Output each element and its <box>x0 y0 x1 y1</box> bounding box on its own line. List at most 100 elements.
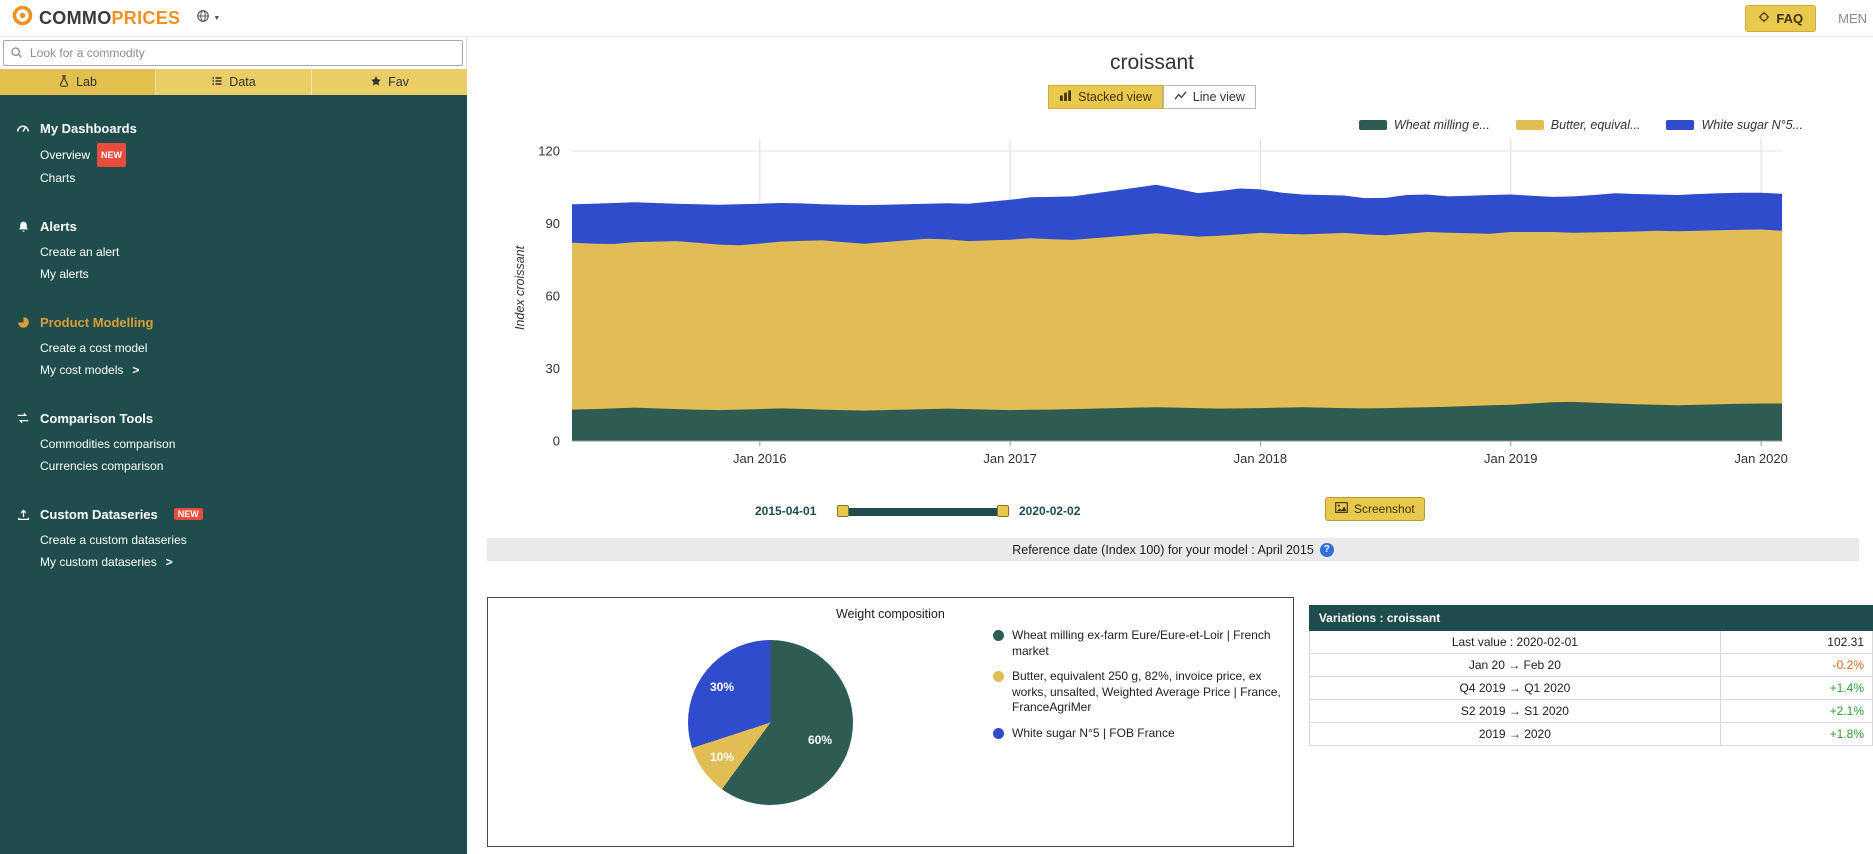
section-product-modelling: Product Modelling Create a cost model My… <box>0 311 467 381</box>
legend-label: White sugar N°5... <box>1701 118 1803 132</box>
stacked-area-chart: Wheat milling e... Butter, equival... Wh… <box>487 115 1817 492</box>
svg-text:0: 0 <box>553 434 560 449</box>
menu-link[interactable]: MEN <box>1838 10 1867 26</box>
svg-text:Jan 2019: Jan 2019 <box>1484 451 1538 466</box>
svg-text:Jan 2017: Jan 2017 <box>983 451 1037 466</box>
faq-button[interactable]: FAQ <box>1745 4 1817 32</box>
section-product-modelling-header[interactable]: Product Modelling <box>0 311 467 333</box>
bar-chart-icon <box>1059 90 1072 104</box>
commodity-search <box>0 37 467 69</box>
slider-track[interactable] <box>837 505 1009 517</box>
item-label: My cost models <box>40 363 124 377</box>
variation-label: S2 2019 → S1 2020 <box>1308 699 1721 723</box>
new-badge: NEW <box>173 508 203 520</box>
weight-pie-chart <box>688 640 853 805</box>
chart-legend: Wheat milling e... Butter, equival... Wh… <box>487 115 1817 135</box>
compare-arrows-icon <box>15 411 31 425</box>
slider-start-date: 2015-04-01 <box>755 504 817 518</box>
tab-lab[interactable]: Lab <box>0 69 156 95</box>
section-custom-dataseries: Custom Dataseries NEW Create a custom da… <box>0 503 467 573</box>
sidebar-item-charts[interactable]: Charts <box>0 167 467 189</box>
sidebar-item-overview[interactable]: Overview NEW <box>0 143 467 167</box>
sidebar-item-create-alert[interactable]: Create an alert <box>0 241 467 263</box>
variation-label: Jan 20 → Feb 20 <box>1308 653 1721 677</box>
legend-item-sugar[interactable]: White sugar N°5... <box>1666 118 1803 132</box>
bottom-panels: Weight composition 60% 10% 30% Wheat mil… <box>487 597 1873 847</box>
svg-text:Jan 2018: Jan 2018 <box>1234 451 1288 466</box>
section-title: Custom Dataseries <box>40 506 158 522</box>
legend-item-wheat[interactable]: Wheat milling e... <box>1358 118 1490 132</box>
table-row: S2 2019 → S1 2020 +2.1% <box>1308 699 1873 723</box>
gauge-icon <box>15 121 31 135</box>
sidebar-nav: My Dashboards Overview NEW Charts <box>0 95 467 599</box>
item-label: Create a cost model <box>40 341 148 355</box>
sidebar: Lab Data Fav My Da <box>0 37 467 854</box>
tab-fav[interactable]: Fav <box>312 69 467 95</box>
legend-item-butter[interactable]: Butter, equival... <box>1515 118 1640 132</box>
sidebar-item-my-alerts[interactable]: My alerts <box>0 263 467 285</box>
pie-slice-label: 30% <box>709 680 735 694</box>
area-chart-canvas: 0 30 60 90 120 Jan 2016 Jan 2017 Jan 2018 Jan 20… <box>538 139 1788 466</box>
star-icon <box>370 75 382 90</box>
view-toggle: Stacked view Line view <box>487 85 1817 109</box>
sidebar-item-create-cost-model[interactable]: Create a cost model <box>0 337 467 359</box>
slider-handle-start[interactable] <box>837 505 849 517</box>
stacked-view-button[interactable]: Stacked view <box>1048 85 1163 109</box>
weight-composition-title: Weight composition <box>835 607 945 621</box>
language-selector[interactable]: ▼ <box>196 9 220 28</box>
line-view-button[interactable]: Line view <box>1162 85 1256 109</box>
main-content: croissant Stacked view Line view Wheat m… <box>467 37 1873 854</box>
chevron-right-icon: > <box>165 555 173 569</box>
y-axis-label: Index croissant <box>513 245 527 330</box>
svg-text:Jan 2020: Jan 2020 <box>1734 451 1788 466</box>
section-title: Product Modelling <box>40 314 154 330</box>
pie-legend-item-sugar[interactable]: White sugar N°5 | FOB France <box>993 726 1285 742</box>
section-comparison-tools-header[interactable]: Comparison Tools <box>0 407 467 429</box>
tab-lab-label: Lab <box>76 75 97 89</box>
faq-icon <box>1758 11 1770 26</box>
section-title: Comparison Tools <box>40 410 154 426</box>
chevron-down-icon: ▼ <box>213 14 221 22</box>
item-label: Charts <box>40 171 76 185</box>
svg-text:60: 60 <box>546 289 560 304</box>
sidebar-item-my-cost-models[interactable]: My cost models > <box>0 359 467 381</box>
variation-value: +1.8% <box>1719 722 1873 746</box>
sidebar-item-currencies-comparison[interactable]: Currencies comparison <box>0 455 467 477</box>
section-alerts: Alerts Create an alert My alerts <box>0 215 467 285</box>
variations-header: Variations : croissant <box>1308 605 1873 631</box>
faq-label: FAQ <box>1776 10 1804 26</box>
help-icon[interactable]: ? <box>1319 542 1334 557</box>
screenshot-label: Screenshot <box>1354 502 1415 516</box>
section-title: My Dashboards <box>40 120 137 136</box>
search-icon <box>10 46 23 64</box>
legend-swatch <box>1358 120 1387 130</box>
pie-legend-label: Butter, equivalent 250 g, 82%, invoice p… <box>1012 669 1281 715</box>
section-my-dashboards-header[interactable]: My Dashboards <box>0 117 467 139</box>
legend-label: Wheat milling e... <box>1393 118 1490 132</box>
table-row: Jan 20 → Feb 20 -0.2% <box>1308 653 1873 677</box>
brand-logo[interactable]: COMMOPRICES <box>12 5 180 31</box>
pie-legend-item-butter[interactable]: Butter, equivalent 250 g, 82%, invoice p… <box>993 669 1285 716</box>
tab-data[interactable]: Data <box>156 69 312 95</box>
item-label: Create an alert <box>40 245 120 259</box>
item-label: Currencies comparison <box>40 459 164 473</box>
screenshot-button[interactable]: Screenshot <box>1325 497 1425 521</box>
sidebar-item-create-custom-dataseries[interactable]: Create a custom dataseries <box>0 529 467 551</box>
sidebar-item-my-custom-dataseries[interactable]: My custom dataseries > <box>0 551 467 573</box>
section-my-dashboards: My Dashboards Overview NEW Charts <box>0 117 467 189</box>
section-title: Alerts <box>40 218 77 234</box>
search-input[interactable] <box>3 40 463 66</box>
chevron-right-icon: > <box>132 363 140 377</box>
pie-slice-label: 60% <box>807 733 833 747</box>
section-custom-dataseries-header[interactable]: Custom Dataseries NEW <box>0 503 467 525</box>
weight-composition-panel: Weight composition 60% 10% 30% Wheat mil… <box>487 597 1294 847</box>
sidebar-item-commodities-comparison[interactable]: Commodities comparison <box>0 433 467 455</box>
variation-label: 2019 → 2020 <box>1308 722 1721 746</box>
slider-handle-end[interactable] <box>997 505 1009 517</box>
slider-end-date: 2020-02-02 <box>1019 504 1081 518</box>
flask-icon <box>58 74 70 90</box>
variations-table: Variations : croissant Last value : 2020… <box>1308 605 1873 746</box>
variation-value: 102.31 <box>1719 630 1873 654</box>
section-alerts-header[interactable]: Alerts <box>0 215 467 237</box>
pie-legend-item-wheat[interactable]: Wheat milling ex-farm Eure/Eure-et-Loir … <box>993 628 1285 659</box>
